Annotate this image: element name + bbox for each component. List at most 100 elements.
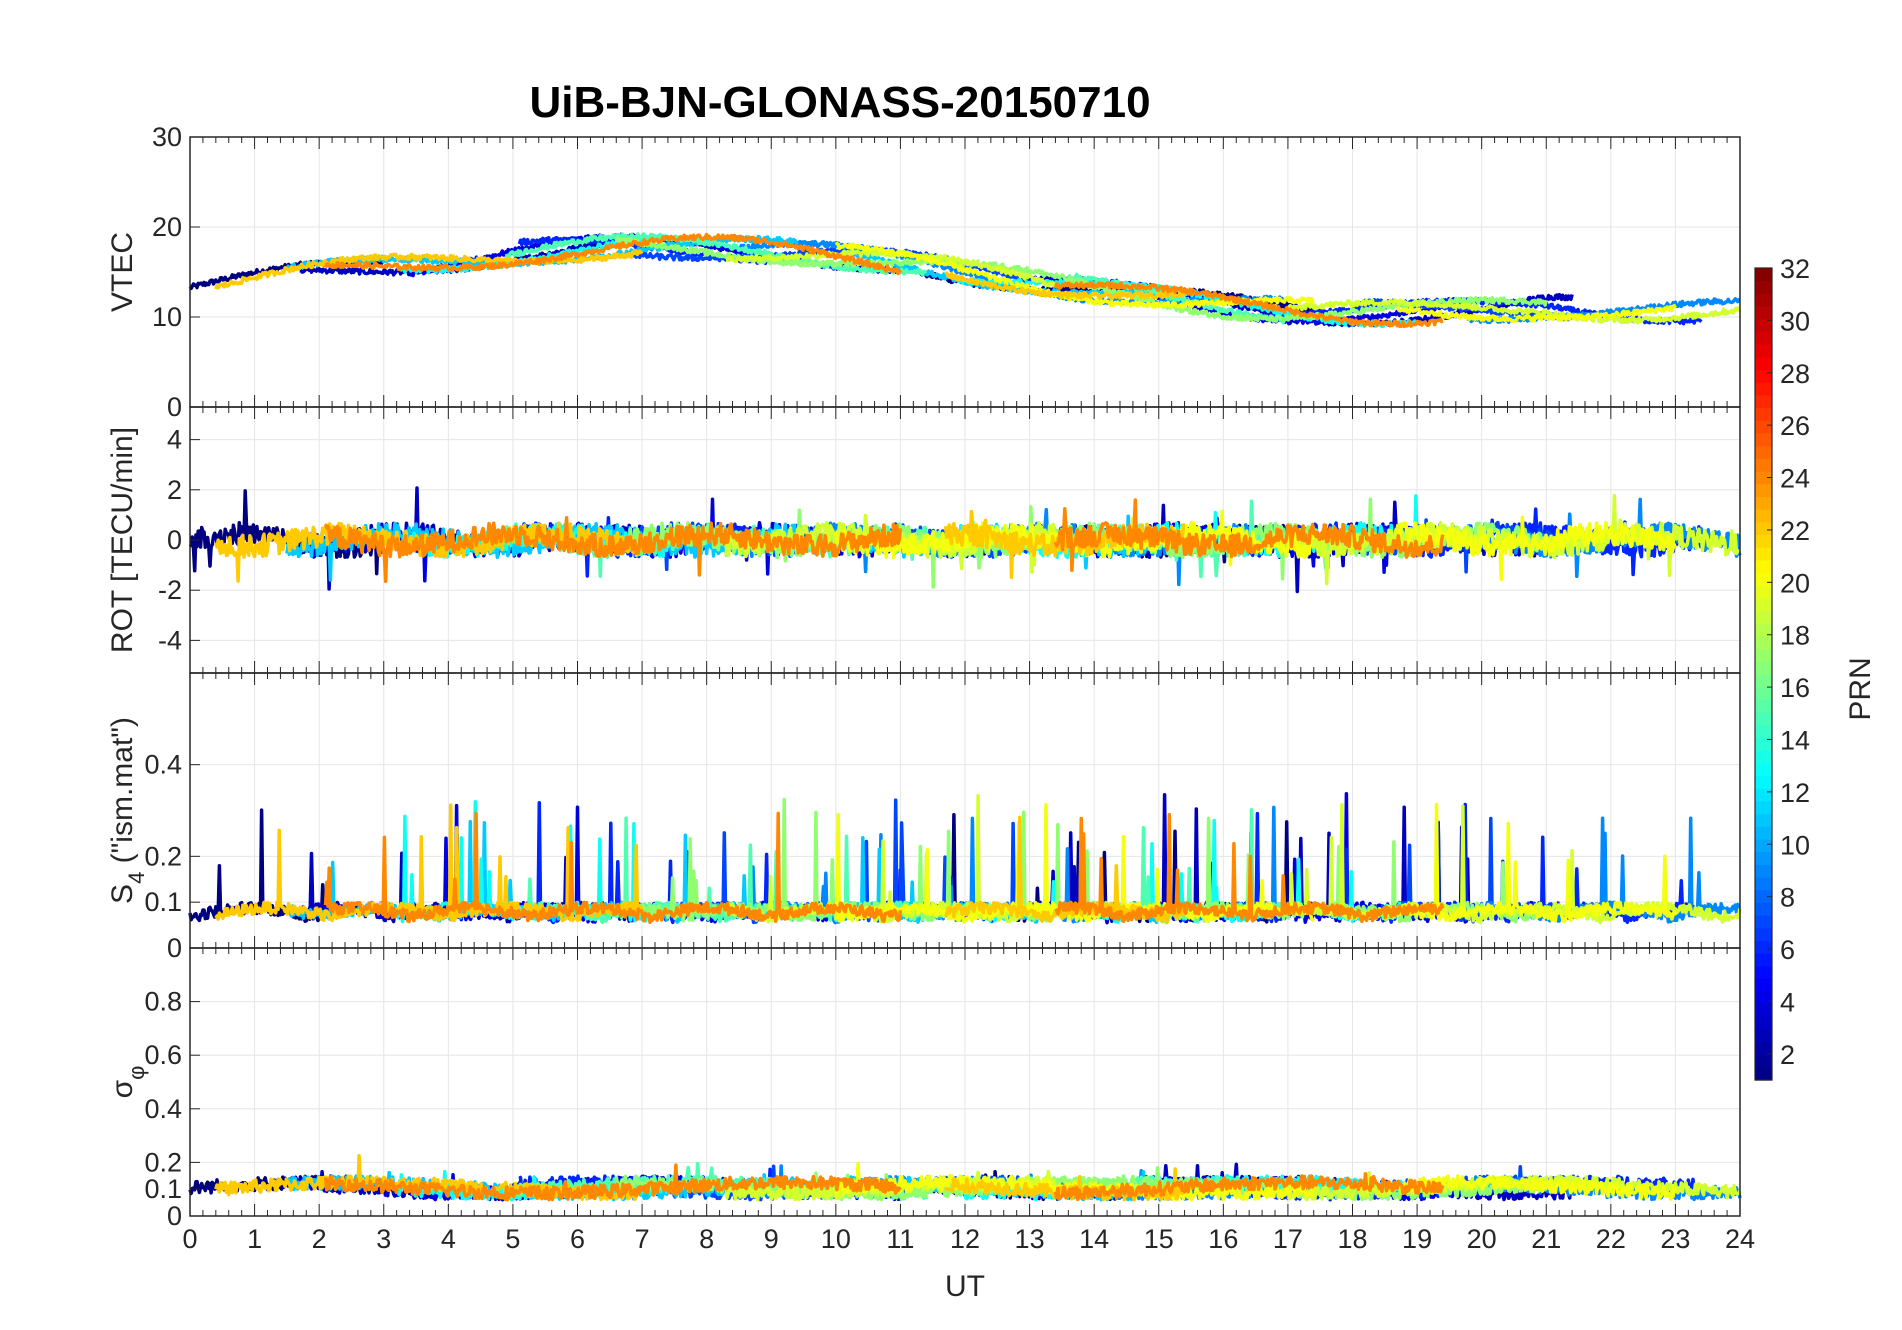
series-line-prn-20 — [1396, 303, 1677, 323]
y-tick-label: 20 — [152, 212, 182, 242]
colorbar-swatch — [1755, 432, 1772, 447]
colorbar-swatch — [1755, 356, 1772, 371]
x-tick-label: 5 — [505, 1224, 520, 1254]
colorbar-tick-label: 20 — [1780, 568, 1810, 598]
colorbar-tick-label: 30 — [1780, 306, 1810, 336]
colorbar-tick-label: 2 — [1780, 1040, 1795, 1070]
colorbar-swatch — [1755, 610, 1772, 624]
panel-3: 00.10.20.4S4 ("ism.mat") — [106, 672, 1742, 963]
series-line-prn-22 — [944, 271, 1186, 301]
y-axis-label-main: σ — [106, 1079, 139, 1098]
y-tick-label: 0.8 — [144, 987, 182, 1017]
colorbar-tick-label: 26 — [1780, 411, 1810, 441]
colorbar-swatch — [1755, 306, 1772, 320]
y-axis-label-main: S — [106, 884, 139, 904]
colorbar-swatch — [1755, 623, 1772, 637]
x-tick-label: 18 — [1337, 1224, 1367, 1254]
colorbar-swatch — [1755, 1016, 1772, 1030]
panel-2: -4 -2 0 2 4 ROT [TECU/min] — [106, 406, 1742, 674]
colorbar-tick-label: 12 — [1780, 778, 1810, 808]
colorbar-swatch — [1755, 775, 1772, 789]
x-tick-label: 17 — [1273, 1224, 1303, 1254]
colorbar-swatch — [1755, 813, 1772, 827]
colorbar-swatch — [1755, 344, 1772, 358]
x-tick-label: 0 — [182, 1224, 197, 1254]
colorbar-swatch — [1755, 382, 1772, 396]
colorbar-swatch — [1755, 826, 1772, 840]
colorbar-swatch — [1755, 458, 1772, 472]
colorbar-tick-label: 6 — [1780, 935, 1795, 965]
colorbar-swatch — [1755, 559, 1772, 574]
colorbar-swatch — [1755, 331, 1772, 345]
colorbar-swatch — [1755, 280, 1772, 294]
y-tick-label: 0.1 — [144, 887, 182, 917]
colorbar-swatch — [1755, 268, 1772, 282]
y-axis-label: ROT [TECU/min] — [106, 427, 139, 653]
x-tick-label: 22 — [1596, 1224, 1626, 1254]
y-tick-label: 0.6 — [144, 1040, 182, 1070]
y-axis-label-sub: φ — [124, 1066, 149, 1080]
x-tick-label: 14 — [1079, 1224, 1109, 1254]
y-tick-label: 0 — [167, 1201, 182, 1231]
series-line-prn-19 — [1286, 298, 1742, 325]
x-tick-label: 23 — [1660, 1224, 1690, 1254]
colorbar-tick-label: 8 — [1780, 883, 1795, 913]
chart-title: UiB-BJN-GLONASS-20150710 — [529, 78, 1150, 127]
x-tick-label: 3 — [376, 1224, 391, 1254]
series-line-prn-17 — [1177, 295, 1548, 323]
series-group — [188, 791, 1742, 925]
colorbar-swatch — [1755, 648, 1772, 662]
x-tick-label: 12 — [950, 1224, 980, 1254]
colorbar-swatch — [1755, 915, 1772, 929]
x-axis-label: UT — [945, 1270, 985, 1303]
colorbar-swatch — [1755, 1029, 1772, 1043]
x-tick-label: 8 — [699, 1224, 714, 1254]
colorbar-tick-label: 24 — [1780, 464, 1810, 494]
colorbar-swatch — [1755, 965, 1772, 980]
colorbar-swatch — [1755, 686, 1772, 700]
y-axis-label-sub: 4 — [124, 872, 149, 884]
y-tick-label: 4 — [167, 425, 182, 455]
colorbar-swatch — [1755, 1041, 1772, 1056]
x-tick-label: 7 — [635, 1224, 650, 1254]
colorbar-swatch — [1755, 471, 1772, 485]
colorbar-swatch — [1755, 877, 1772, 891]
series-line-prn-22 — [214, 249, 644, 290]
colorbar-swatch — [1755, 737, 1772, 751]
series-line-prn-24 — [323, 232, 902, 276]
colorbar-label: PRN — [1844, 657, 1877, 720]
y-tick-label: 0.2 — [144, 1147, 182, 1177]
colorbar-swatch — [1755, 318, 1772, 333]
colorbar-tick-label: 4 — [1780, 987, 1795, 1017]
colorbar-swatch — [1755, 978, 1772, 992]
y-tick-label: 10 — [152, 302, 182, 332]
colorbar-swatch — [1755, 762, 1772, 777]
y-axis-label: S4 ("ism.mat") — [106, 717, 149, 904]
y-axis-label: VTEC — [106, 232, 139, 312]
series-line-prn-20 — [834, 1161, 1316, 1202]
colorbar-swatch — [1755, 724, 1772, 739]
x-tick-label: 21 — [1531, 1224, 1561, 1254]
y-tick-label: -4 — [158, 625, 182, 655]
colorbar-tick-label: 22 — [1780, 516, 1810, 546]
series-line-prn-24 — [1053, 1172, 1445, 1202]
colorbar-swatch — [1755, 534, 1772, 548]
series-line-prn-24 — [1054, 812, 1445, 924]
x-tick-label: 6 — [570, 1224, 585, 1254]
y-tick-label: 0 — [167, 392, 182, 422]
colorbar-swatch — [1755, 800, 1772, 815]
colorbar-swatch — [1755, 509, 1772, 523]
y-tick-label: 0.4 — [144, 1094, 182, 1124]
series-line-prn-24 — [1053, 280, 1444, 329]
colorbar-swatch — [1755, 788, 1772, 802]
y-tick-label: 0.1 — [144, 1174, 182, 1204]
colorbar-swatch — [1755, 1003, 1772, 1018]
colorbar-swatch — [1755, 572, 1772, 586]
x-tick-label: 2 — [312, 1224, 327, 1254]
colorbar-swatch — [1755, 496, 1772, 510]
series-line-prn-15 — [1066, 272, 1289, 325]
x-tick-label: 19 — [1402, 1224, 1432, 1254]
